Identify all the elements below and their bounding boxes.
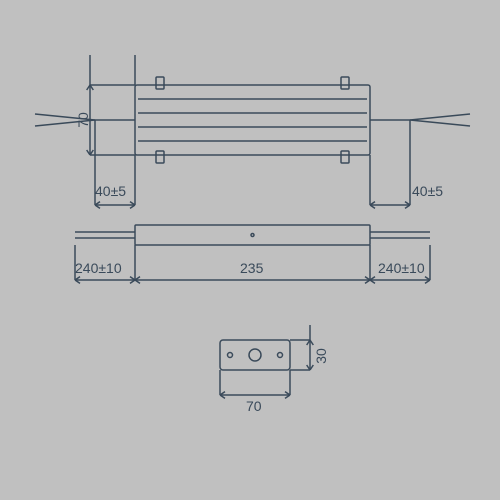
dim-lead-right: 40±5 bbox=[412, 183, 443, 199]
dim-cable-right: 240±10 bbox=[378, 260, 425, 276]
dim-height-70: 70 bbox=[75, 112, 91, 128]
dim-cable-left: 240±10 bbox=[75, 260, 122, 276]
dim-body-length: 235 bbox=[240, 260, 263, 276]
dim-end-width: 70 bbox=[246, 398, 262, 414]
dim-lead-left: 40±5 bbox=[95, 183, 126, 199]
dim-end-height: 30 bbox=[313, 348, 329, 364]
technical-drawing bbox=[0, 0, 500, 500]
